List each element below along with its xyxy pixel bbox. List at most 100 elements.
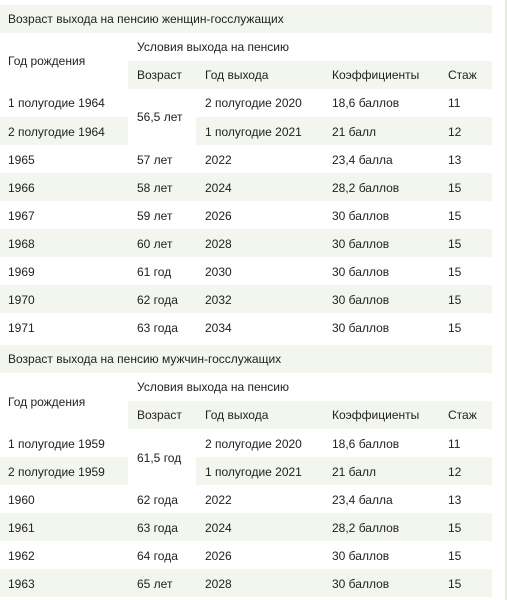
experience-cell: 11	[448, 96, 461, 110]
page-edge	[505, 0, 507, 600]
coefficient-cell: 18,6 баллов	[332, 96, 400, 110]
experience-cell: 12	[448, 465, 462, 479]
age-cell: 63 года	[137, 521, 178, 535]
table-row: 1967 59 лет 2026 30 баллов 15	[0, 201, 492, 229]
age-value: 56,5 лет	[137, 110, 183, 124]
header-birth-year: Год рождения	[8, 54, 86, 68]
birth-cell: 1967	[8, 209, 35, 223]
table-row: 1965 57 лет 2022 23,4 балла 13	[0, 145, 492, 173]
coefficient-cell: 30 баллов	[332, 549, 390, 563]
age-cell: 57 лет	[137, 153, 173, 167]
birth-cell: 1961	[8, 521, 35, 535]
header-experience: Стаж	[448, 408, 477, 422]
subheader-row: Возраст Год выхода Коэффициенты Стаж	[128, 61, 492, 89]
birth-cell: 1971	[8, 321, 35, 335]
experience-cell: 15	[448, 321, 462, 335]
age-cell: 60 лет	[137, 237, 173, 251]
experience-cell: 15	[448, 209, 462, 223]
exit-year-cell: 1 полугодие 2021	[205, 465, 302, 479]
coefficient-cell: 28,2 баллов	[332, 181, 400, 195]
age-merged-cell: 56,5 лет	[128, 89, 196, 145]
experience-cell: 15	[448, 237, 462, 251]
table-title-row: Возраст выхода на пенсию женщин-госслужа…	[0, 5, 492, 33]
age-cell: 65 лет	[137, 577, 173, 591]
exit-year-cell: 2024	[205, 181, 232, 195]
exit-year-cell: 2028	[205, 577, 232, 591]
coefficient-cell: 28,2 баллов	[332, 521, 400, 535]
header-age: Возраст	[137, 68, 182, 82]
age-cell: 59 лет	[137, 209, 173, 223]
table-row: 1968 60 лет 2028 30 баллов 15	[0, 229, 492, 257]
table-row: 1970 62 года 2032 30 баллов 15	[0, 285, 492, 313]
table-title: Возраст выхода на пенсию мужчин-госслужа…	[8, 352, 282, 366]
experience-cell: 12	[448, 125, 462, 139]
birth-cell: 2 полугодие 1964	[8, 125, 105, 139]
header-row: Год рождения Условия выхода на пенсию	[0, 33, 492, 68]
experience-cell: 15	[448, 549, 462, 563]
coefficient-cell: 30 баллов	[332, 293, 390, 307]
age-cell: 58 лет	[137, 181, 173, 195]
exit-year-cell: 2032	[205, 293, 232, 307]
exit-year-cell: 2 полугодие 2020	[205, 437, 302, 451]
header-birth-year: Год рождения	[8, 395, 86, 409]
birth-cell: 1965	[8, 153, 35, 167]
coefficient-cell: 18,6 баллов	[332, 437, 400, 451]
birth-cell: 1 полугодие 1964	[8, 96, 105, 110]
table-row: 1961 63 года 2024 28,2 баллов 15	[0, 513, 492, 541]
exit-year-cell: 2030	[205, 265, 232, 279]
table-title-row: Возраст выхода на пенсию мужчин-госслужа…	[0, 345, 492, 373]
experience-cell: 15	[448, 577, 462, 591]
birth-cell: 1969	[8, 265, 35, 279]
table-row: 1966 58 лет 2024 28,2 баллов 15	[0, 173, 492, 201]
birth-cell: 1 полугодие 1959	[8, 437, 105, 451]
table-row: 1960 62 года 2022 23,4 балла 13	[0, 485, 492, 513]
birth-cell: 1963	[8, 577, 35, 591]
table-row: 1962 64 года 2026 30 баллов 15	[0, 541, 492, 569]
age-cell: 61 год	[137, 265, 172, 279]
coefficient-cell: 30 баллов	[332, 209, 390, 223]
header-experience: Стаж	[448, 68, 477, 82]
birth-cell: 1970	[8, 293, 35, 307]
age-value: 61,5 год	[137, 451, 182, 465]
experience-cell: 15	[448, 181, 462, 195]
age-cell: 62 года	[137, 293, 178, 307]
header-exit-year: Год выхода	[205, 408, 269, 422]
exit-year-cell: 2 полугодие 2020	[205, 96, 302, 110]
header-conditions: Условия выхода на пенсию	[137, 380, 289, 394]
exit-year-cell: 2024	[205, 521, 232, 535]
exit-year-cell: 2022	[205, 493, 232, 507]
header-exit-year: Год выхода	[205, 68, 269, 82]
age-cell: 63 года	[137, 321, 178, 335]
coefficient-cell: 30 баллов	[332, 577, 390, 591]
coefficient-cell: 30 баллов	[332, 237, 390, 251]
age-cell: 62 года	[137, 493, 178, 507]
table-row: 2 полугодие 1964 1 полугодие 2021 21 бал…	[0, 117, 492, 145]
experience-cell: 13	[448, 153, 462, 167]
experience-cell: 11	[448, 437, 461, 451]
exit-year-cell: 2022	[205, 153, 232, 167]
birth-cell: 2 полугодие 1959	[8, 465, 105, 479]
table-row: 1969 61 год 2030 30 баллов 15	[0, 257, 492, 285]
age-merged-cell: 61,5 год	[128, 429, 196, 485]
coefficient-cell: 23,4 балла	[332, 153, 393, 167]
experience-cell: 15	[448, 521, 462, 535]
header-age: Возраст	[137, 408, 182, 422]
header-coefficients: Коэффициенты	[332, 408, 420, 422]
birth-cell: 1962	[8, 549, 35, 563]
exit-year-cell: 1 полугодие 2021	[205, 125, 302, 139]
header-row: Год рождения Условия выхода на пенсию	[0, 373, 492, 409]
table-row: 1 полугодие 1964 2 полугодие 2020 18,6 б…	[0, 89, 492, 117]
coefficient-cell: 30 баллов	[332, 321, 390, 335]
coefficient-cell: 21 балл	[332, 125, 376, 139]
coefficient-cell: 21 балл	[332, 465, 376, 479]
header-conditions: Условия выхода на пенсию	[137, 40, 289, 54]
table-row: 2 полугодие 1959 1 полугодие 2021 21 бал…	[0, 457, 492, 485]
birth-cell: 1968	[8, 237, 35, 251]
subheader-row: Возраст Год выхода Коэффициенты Стаж	[128, 401, 492, 429]
birth-cell: 1966	[8, 181, 35, 195]
coefficient-cell: 23,4 балла	[332, 493, 393, 507]
exit-year-cell: 2028	[205, 237, 232, 251]
exit-year-cell: 2034	[205, 321, 232, 335]
header-coefficients: Коэффициенты	[332, 68, 420, 82]
